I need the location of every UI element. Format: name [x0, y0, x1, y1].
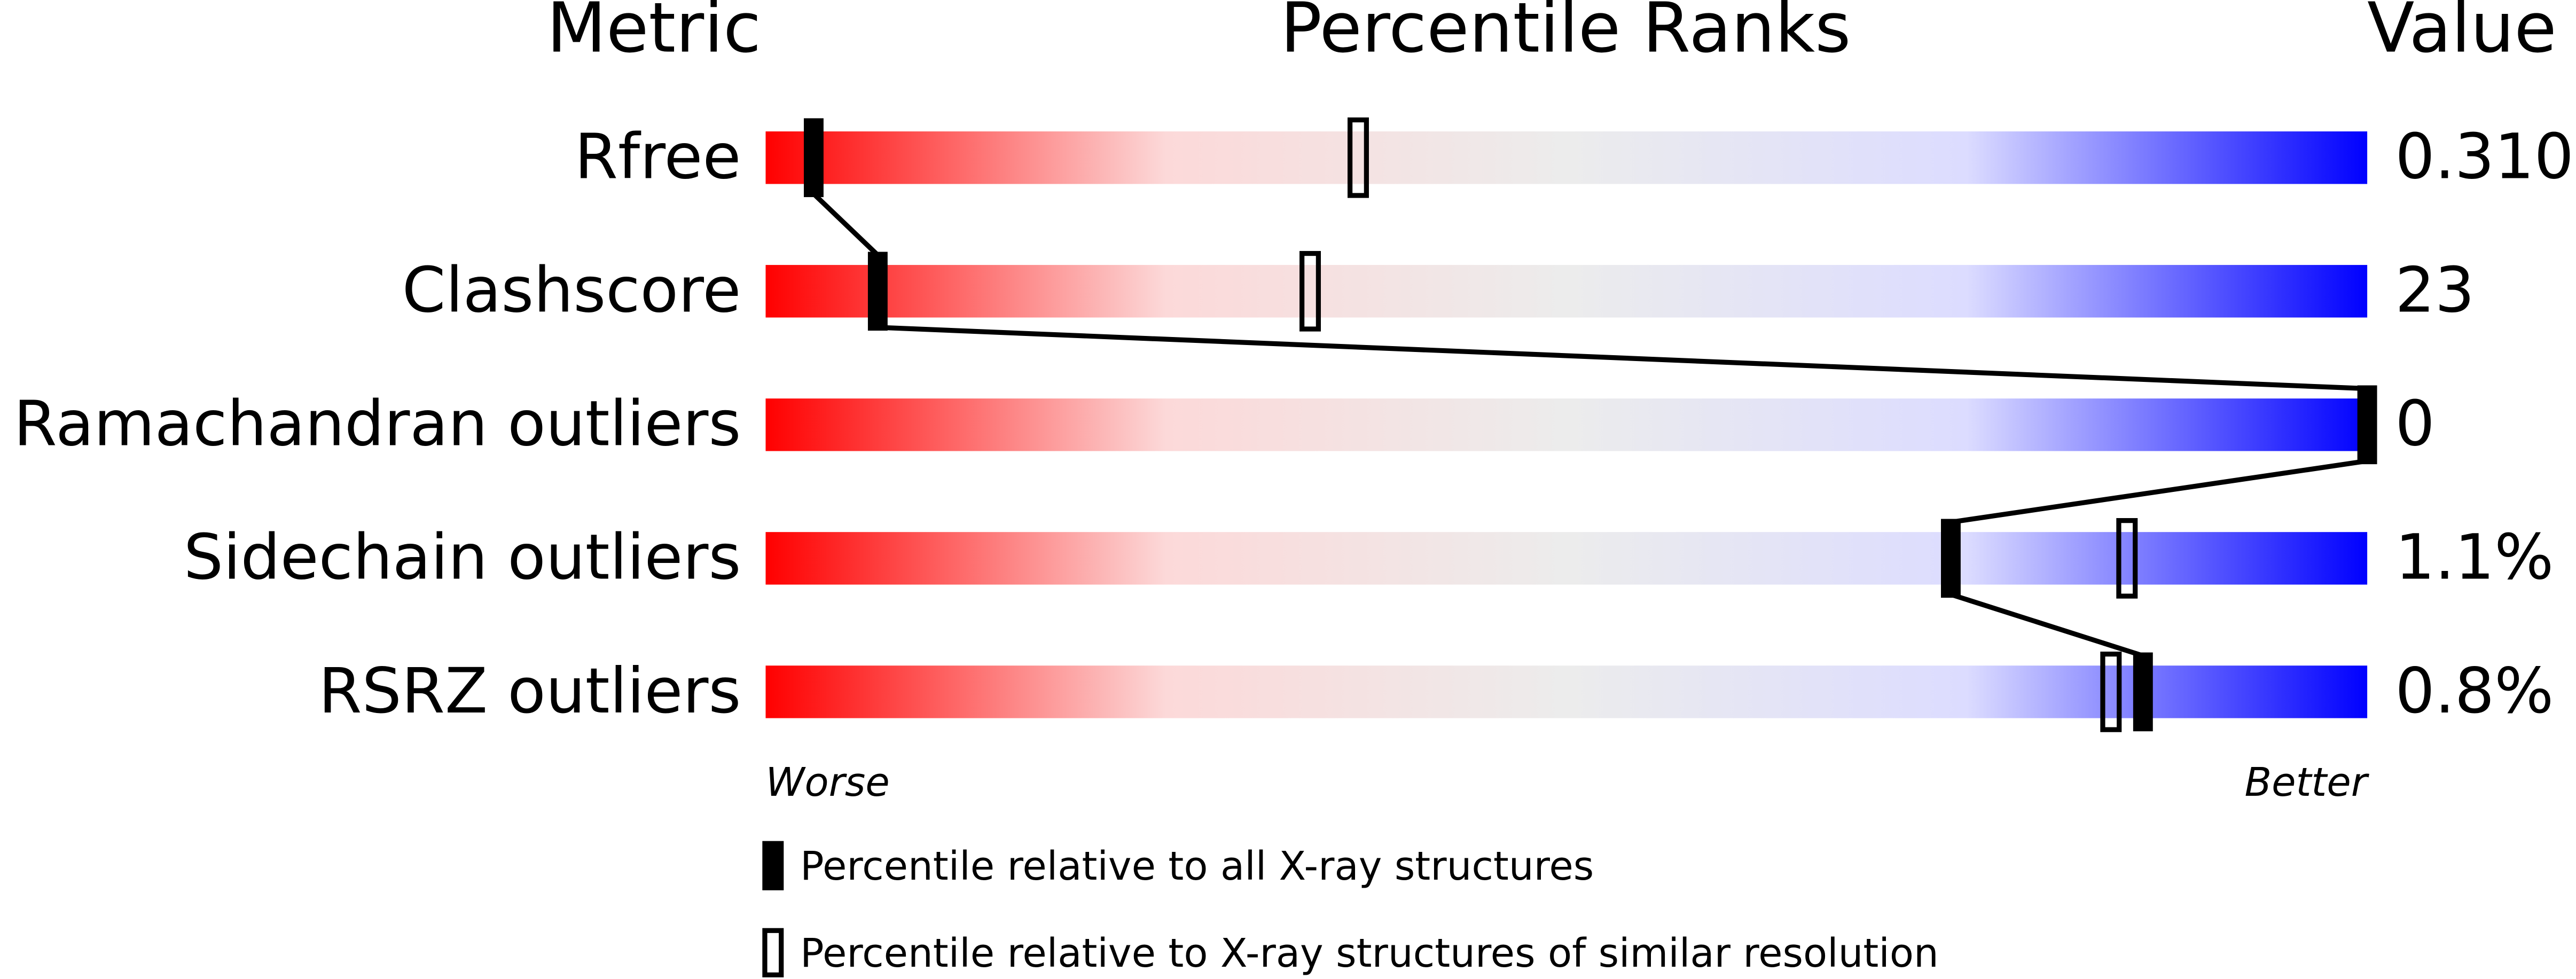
legend-swatch	[762, 841, 784, 890]
marker-similar	[2100, 652, 2122, 732]
marker-similar	[1299, 250, 1321, 332]
percentile-bar	[765, 131, 2368, 184]
marker-all	[867, 252, 888, 331]
metric-value: 1.1%	[2395, 521, 2554, 594]
percentile-bar	[765, 398, 2368, 451]
header: Value	[2367, 0, 2557, 68]
percentile-bar	[765, 532, 2368, 585]
connector	[878, 325, 2368, 391]
marker-all	[803, 118, 824, 198]
marker-similar	[1347, 117, 1369, 198]
legend-label: Percentile relative to all X-ray structu…	[800, 843, 1594, 889]
metric-value: 0	[2395, 388, 2434, 460]
metric-label: RSRZ outliers	[318, 655, 741, 727]
legend-label: Percentile relative to X-ray structures …	[800, 930, 1939, 976]
percentile-bar	[765, 665, 2368, 718]
connector	[1950, 458, 2368, 525]
legend-swatch	[762, 928, 784, 977]
metric-value: 23	[2395, 254, 2475, 327]
metric-label: Sidechain outliers	[184, 521, 741, 594]
marker-all	[2133, 652, 2153, 732]
metric-value: 0.8%	[2395, 655, 2554, 727]
marker-similar	[2116, 518, 2138, 599]
metric-value: 0.310	[2395, 121, 2574, 193]
metric-label: Ramachandran outliers	[13, 388, 741, 460]
percentile-bar	[765, 265, 2368, 318]
header: Percentile Ranks	[1280, 0, 1851, 68]
header: Metric	[547, 0, 762, 68]
connector	[812, 192, 880, 257]
metric-label: Clashscore	[402, 254, 741, 327]
worse-label: Worse	[765, 759, 889, 805]
better-label: Better	[2244, 759, 2369, 805]
marker-all	[2357, 385, 2377, 465]
metric-label: Rfree	[575, 121, 741, 193]
connector	[1950, 592, 2144, 659]
marker-all	[1941, 519, 1961, 598]
